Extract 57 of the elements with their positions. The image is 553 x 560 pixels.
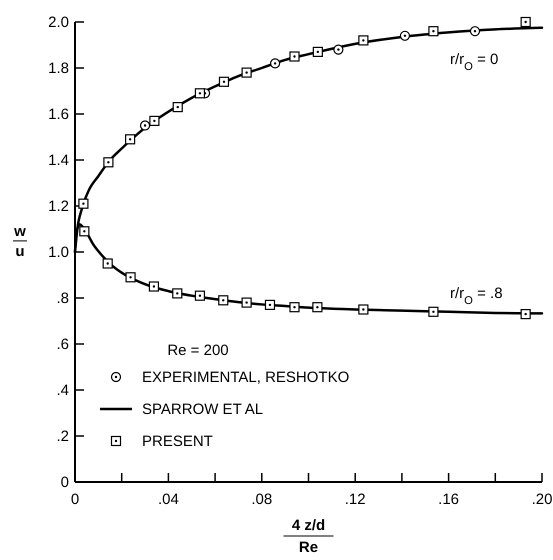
annotation: r/r$_{O}$ = .8 (450, 285, 503, 307)
point (520, 309, 531, 320)
y-tick-label: .6 (56, 336, 69, 353)
point (242, 298, 252, 308)
point (149, 116, 160, 126)
y-tick-label: .8 (56, 290, 69, 307)
point (312, 46, 323, 57)
y-tick-label: 0 (60, 474, 69, 491)
point (125, 272, 136, 282)
legend-label: PRESENT (142, 433, 213, 450)
point (148, 281, 160, 292)
y-tick-label: 1.0 (48, 244, 69, 261)
legend-label: EXPERIMENTAL, RESHOTKO (142, 369, 350, 386)
y-tick-label: 1.8 (48, 60, 69, 77)
x-tick-label: 0 (70, 491, 80, 508)
point (358, 35, 368, 46)
point (264, 300, 276, 310)
point (103, 157, 114, 168)
point (333, 44, 344, 55)
x-tick-label: .04 (158, 491, 179, 508)
point (78, 198, 89, 209)
point (289, 302, 300, 312)
point (218, 76, 230, 87)
point (242, 68, 252, 78)
point (172, 102, 183, 112)
annotation: r/r$_{O}$ = 0 (450, 51, 498, 73)
y-tick-label: 1.6 (48, 106, 69, 123)
x-tick-label: .12 (344, 491, 366, 508)
legend-label: SPARROW ET AL (142, 401, 264, 418)
x-tick-label: .20 (532, 491, 552, 508)
point (270, 58, 280, 68)
point (428, 306, 439, 317)
point (172, 288, 182, 298)
y-tick-label: .2 (56, 428, 69, 445)
point (400, 30, 410, 41)
x-tick-label: .16 (438, 491, 460, 508)
point (218, 295, 228, 306)
y-tick-label: 1.2 (48, 198, 69, 215)
y-axis-title: w u (13, 222, 26, 260)
point (140, 120, 150, 131)
point (194, 88, 206, 98)
point (358, 304, 368, 315)
point (102, 258, 113, 269)
point (312, 302, 322, 312)
x-tick-label: .08 (251, 491, 272, 508)
legend-title: Re = 200 (167, 342, 229, 359)
y-tick-label: .4 (56, 382, 69, 399)
y-tick-label: 1.4 (48, 152, 69, 169)
point (520, 16, 531, 28)
point (194, 290, 206, 301)
point (79, 226, 90, 236)
point (428, 26, 439, 36)
point (470, 26, 480, 36)
x-axis-title: 4 z/d Re (292, 517, 326, 556)
point (125, 134, 136, 144)
point (289, 51, 300, 62)
y-tick-label: 2.0 (48, 14, 69, 31)
